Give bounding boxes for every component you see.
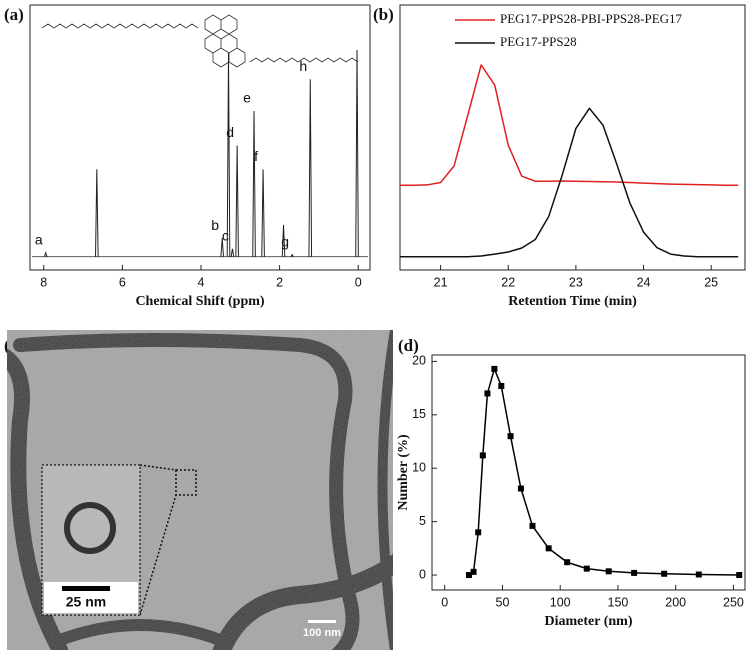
y-tick-label: 0 [419, 567, 426, 581]
marker [583, 565, 590, 572]
x-tick-label: 21 [434, 275, 448, 289]
marker [491, 365, 498, 372]
panel-label: (b) [373, 5, 394, 24]
x-tick-label: 200 [665, 595, 686, 609]
peak-label: a [35, 231, 43, 247]
y-tick-label: 20 [412, 354, 426, 368]
x-tick-label: 8 [40, 275, 47, 289]
scale-bar-label: 100 nm [303, 627, 341, 639]
legend-label: PEG17-PPS28 [500, 34, 577, 49]
inset-scale-bar-label: 25 nm [66, 594, 106, 610]
marker [470, 568, 477, 575]
legend-label: PEG17-PPS28-PBI-PPS28-PEG17 [500, 11, 683, 26]
x-axis-label: Chemical Shift (ppm) [135, 294, 264, 309]
x-axis-label: Diameter (nm) [545, 614, 633, 629]
peak-label: e [243, 90, 251, 106]
y-tick-label: 5 [419, 514, 426, 528]
marker [695, 571, 702, 578]
y-tick-label: 15 [412, 407, 426, 421]
x-tick-label: 4 [198, 275, 205, 289]
peak [355, 50, 359, 257]
x-tick-label: 250 [723, 595, 744, 609]
peak-label: b [211, 217, 219, 233]
peak [261, 169, 265, 257]
series-line [400, 107, 739, 258]
x-tick-label: 25 [704, 275, 718, 289]
plot-frame [399, 4, 746, 271]
peak-label: f [254, 148, 258, 164]
x-axis-label: Retention Time (min) [508, 294, 637, 309]
peak [43, 251, 48, 257]
chemical-structure [41, 14, 359, 68]
marker [465, 572, 472, 579]
x-tick-label: 0 [355, 275, 362, 289]
peak [252, 110, 256, 257]
x-tick-label: 2 [276, 275, 283, 289]
x-tick-label: 50 [496, 595, 510, 609]
series-line [400, 64, 739, 186]
peak [290, 253, 294, 258]
marker [517, 485, 524, 492]
peak [226, 52, 231, 257]
peak [220, 238, 225, 257]
x-tick-label: 100 [550, 595, 571, 609]
marker [475, 529, 482, 536]
marker [564, 559, 571, 566]
panel-label: (d) [398, 336, 419, 355]
marker [605, 568, 612, 575]
peak-label: h [299, 58, 307, 74]
peak-label: d [226, 124, 234, 140]
series-line [468, 368, 740, 576]
peak [281, 224, 286, 257]
marker [631, 569, 638, 576]
marker [545, 545, 552, 552]
x-tick-label: 150 [608, 595, 629, 609]
marker [484, 390, 491, 397]
plot-frame [431, 354, 746, 591]
y-axis-label: Number (%) [396, 434, 411, 511]
marker [736, 572, 743, 579]
peak [308, 79, 313, 257]
peak-label: g [281, 233, 289, 249]
marker [507, 433, 514, 440]
marker [498, 382, 505, 389]
x-tick-label: 24 [637, 275, 651, 289]
marker [661, 570, 668, 577]
peak [235, 145, 239, 257]
y-tick-label: 10 [412, 461, 426, 475]
peak-label: c [222, 228, 229, 244]
micrograph: 25 nm 100 nm [7, 330, 393, 650]
marker [529, 522, 536, 529]
x-tick-label: 6 [119, 275, 126, 289]
marker [479, 452, 486, 459]
peak [230, 248, 235, 257]
x-tick-label: 23 [569, 275, 583, 289]
x-tick-label: 22 [501, 275, 515, 289]
panel-label: (a) [4, 5, 24, 24]
plot-frame [29, 4, 371, 271]
x-tick-label: 0 [441, 595, 448, 609]
peak [95, 169, 99, 257]
